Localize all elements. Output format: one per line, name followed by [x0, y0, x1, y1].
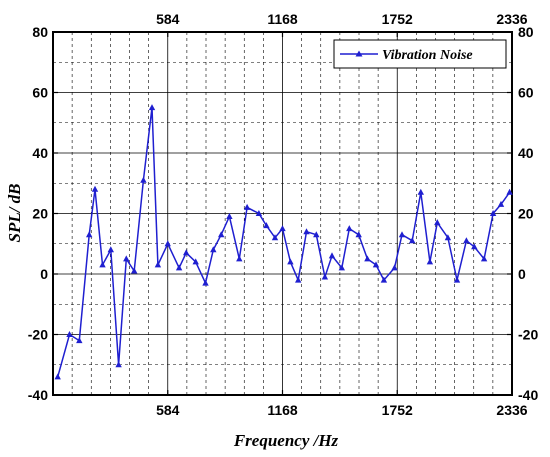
x-tick-label-top: 2336: [496, 11, 527, 27]
data-point: [148, 104, 156, 111]
data-point: [236, 255, 243, 262]
legend: Vibration Noise: [333, 39, 507, 69]
data-point: [295, 276, 302, 283]
y-tick-label: -20: [28, 327, 48, 343]
data-point: [140, 176, 147, 183]
x-tick-label: 1168: [267, 402, 298, 418]
axis-ticks: -40 -40 -20 -20 0 0 20 20 40 40 60 60 80 80 584 584 1168…: [28, 11, 539, 418]
data-point: [417, 188, 424, 195]
x-tick-label: 584: [156, 402, 180, 418]
data-point: [434, 219, 441, 226]
data-point: [154, 261, 162, 268]
data-point: [346, 225, 353, 232]
x-tick-label-top: 584: [156, 11, 180, 27]
data-point: [210, 246, 217, 253]
x-tick-label: 2336: [496, 402, 527, 418]
data-point: [66, 331, 73, 337]
data-point: [426, 258, 434, 265]
y-tick-label-right: -40: [518, 387, 538, 403]
x-axis-title: Frequency /Hz: [233, 431, 339, 450]
data-point: [202, 279, 209, 286]
data-point: [355, 231, 362, 238]
y-tick-label: 40: [32, 145, 48, 161]
y-tick-label-right: 80: [518, 24, 534, 40]
data-point: [480, 255, 488, 262]
data-point: [364, 255, 371, 262]
data-point: [391, 264, 398, 271]
data-point: [409, 237, 416, 244]
data-point: [255, 210, 263, 216]
data-point: [303, 228, 310, 235]
x-tick-label: 1752: [382, 402, 413, 418]
data-point: [192, 258, 199, 265]
data-point: [372, 261, 380, 268]
x-tick-label-top: 1168: [267, 11, 298, 27]
data-point: [226, 213, 233, 219]
data-point: [271, 234, 279, 241]
y-tick-label: -40: [28, 387, 48, 403]
y-tick-label-right: 0: [518, 266, 526, 282]
x-tick-label-top: 1752: [382, 11, 413, 27]
y-tick-label: 0: [40, 266, 48, 282]
y-tick-label-right: 40: [518, 145, 534, 161]
y-axis-title: SPL/ dB: [5, 183, 24, 242]
data-point: [279, 225, 286, 232]
y-tick-label: 80: [32, 24, 48, 40]
data-point: [313, 231, 320, 238]
data-point: [183, 249, 190, 256]
y-tick-label-right: -20: [518, 327, 538, 343]
data-point: [107, 246, 114, 253]
data-point: [54, 373, 61, 380]
y-tick-label: 20: [32, 206, 48, 222]
data-point: [131, 267, 138, 274]
data-point: [164, 240, 171, 247]
legend-marker: [355, 50, 363, 57]
data-point: [338, 264, 345, 271]
y-tick-label-right: 20: [518, 206, 534, 222]
data-point: [123, 255, 130, 262]
legend-label: Vibration Noise: [382, 48, 473, 63]
data-point: [243, 203, 251, 210]
y-tick-label-right: 60: [518, 85, 534, 101]
data-point: [398, 231, 406, 238]
grid-lines: [53, 32, 513, 395]
y-tick-label: 60: [32, 85, 48, 101]
data-point: [321, 273, 329, 280]
data-point: [263, 222, 270, 229]
data-point: [86, 231, 93, 238]
data-point: [218, 231, 225, 238]
data-point: [328, 252, 336, 259]
data-point: [76, 337, 83, 344]
data-point: [471, 243, 478, 250]
data-point: [91, 185, 99, 192]
data-point: [497, 200, 505, 207]
data-point: [453, 276, 461, 283]
data-point: [380, 276, 388, 283]
data-point: [287, 258, 294, 265]
data-point: [99, 261, 106, 268]
data-point: [175, 264, 183, 271]
data-point: [463, 237, 470, 244]
data-point: [444, 234, 452, 241]
data-point: [115, 361, 122, 368]
data-point: [506, 188, 513, 195]
series-line: [56, 107, 511, 378]
series-layer: [54, 104, 513, 380]
data-point: [489, 210, 497, 216]
